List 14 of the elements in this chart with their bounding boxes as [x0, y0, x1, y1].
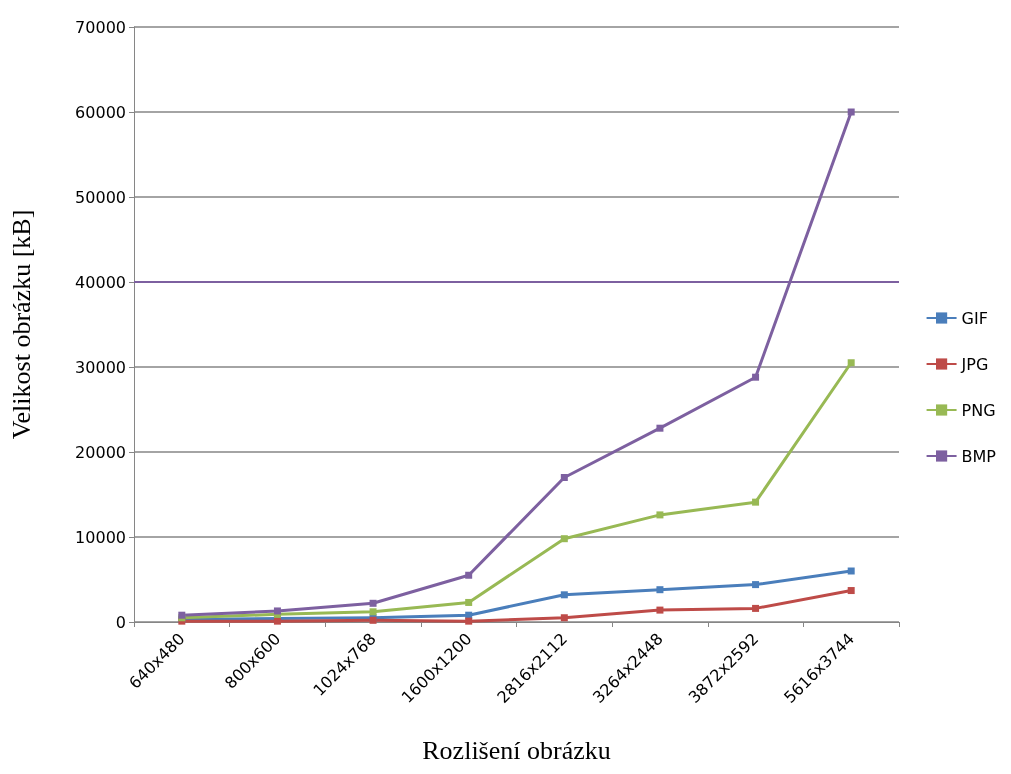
- y-tick-label: 70000: [75, 17, 126, 37]
- y-tick-label: 0: [115, 612, 126, 632]
- y-tick-label: 30000: [75, 357, 126, 377]
- y-tick-label: 60000: [75, 102, 126, 122]
- x-axis-title: Rozlišení obrázku: [422, 735, 611, 765]
- y-tick-label: 20000: [75, 442, 126, 462]
- y-tick-label: 40000: [75, 272, 126, 292]
- y-tick-label: 10000: [75, 527, 126, 547]
- legend-label: PNG: [961, 400, 996, 420]
- y-axis-title: Velikost obrázku [kB]: [6, 209, 36, 440]
- legend-label: JPG: [960, 354, 989, 374]
- legend-label: GIF: [961, 308, 988, 328]
- y-tick-label: 50000: [75, 187, 126, 207]
- legend-label: BMP: [961, 446, 997, 466]
